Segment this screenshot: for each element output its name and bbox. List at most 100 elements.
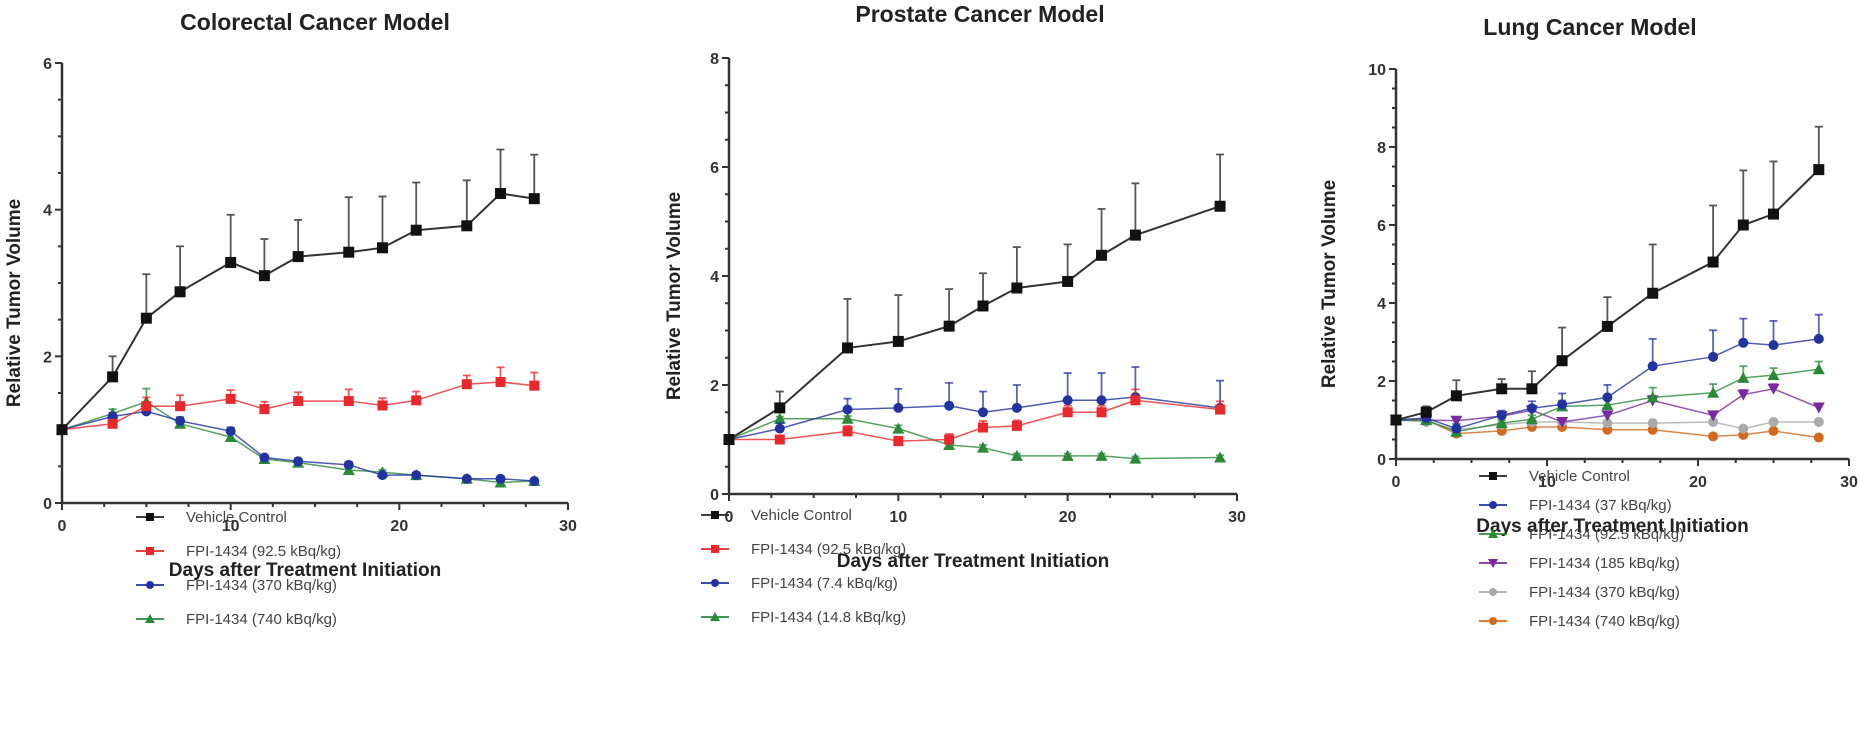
data-point (1450, 390, 1462, 402)
y-tick-label: 4 (1377, 296, 1386, 313)
data-point (1767, 383, 1780, 395)
x-tick-label: 30 (1228, 509, 1246, 526)
data-point (773, 412, 786, 424)
data-point (141, 401, 152, 412)
series-line-segment (1712, 377, 1744, 394)
x-tick-label: 0 (1392, 474, 1401, 491)
series-3 (57, 406, 540, 486)
data-point (1062, 395, 1073, 406)
y-tick-label: 10 (1368, 62, 1386, 79)
series-line-segment (728, 427, 780, 441)
series-line-segment (1501, 418, 1532, 424)
data-point (893, 436, 904, 447)
data-point (1708, 351, 1719, 362)
legend-label: FPI-1434 (92.5 kBq/kg) (751, 541, 906, 558)
series-line-segment (948, 426, 984, 441)
series-line-segment (1607, 396, 1653, 406)
series-line-segment (1101, 396, 1136, 402)
series-line-segment (779, 430, 848, 441)
y-tick-label: 4 (710, 269, 719, 286)
series-line-segment (1773, 388, 1820, 409)
data-point (495, 188, 507, 200)
series-4 (723, 412, 1227, 464)
data-point (376, 242, 388, 254)
data-point (225, 426, 236, 437)
data-point (1495, 417, 1508, 429)
data-point (1708, 431, 1719, 442)
series-line-segment (1561, 396, 1608, 406)
series-line-segment (416, 224, 467, 232)
data-point (107, 371, 119, 383)
data-point (107, 418, 118, 429)
x-tick-label: 20 (390, 518, 408, 535)
series-line-segment (1456, 422, 1502, 433)
data-point (225, 393, 236, 404)
legend-marker (711, 511, 719, 519)
legend-label: FPI-1434 (370 kBq/kg) (186, 577, 337, 594)
series-line-segment (146, 410, 181, 422)
legend-marker (146, 547, 154, 555)
series-3 (1390, 360, 1825, 437)
x-tick-label: 10 (889, 509, 907, 526)
legend-item: FPI-1434 (14.8 kBq/kg) (701, 609, 906, 626)
data-point (56, 424, 68, 436)
data-point (1647, 418, 1658, 429)
y-tick-label: 2 (1377, 374, 1386, 391)
legend-marker (1488, 529, 1498, 538)
series-line-segment (1101, 399, 1136, 413)
data-point (1707, 256, 1719, 268)
data-point (175, 415, 186, 426)
legend-item: Vehicle Control (136, 509, 287, 526)
data-point (529, 476, 540, 486)
series-line-segment (1743, 374, 1774, 379)
data-point (1450, 415, 1463, 427)
data-point (1768, 340, 1779, 351)
data-point (893, 402, 904, 413)
x-tick-label: 10 (1538, 474, 1556, 491)
data-point (1813, 333, 1824, 344)
y-tick-label: 0 (43, 496, 52, 513)
series-1 (56, 148, 540, 436)
legend-item: FPI-1434 (740 kBq/kg) (136, 611, 337, 628)
legend-label: FPI-1434 (740 kBq/kg) (186, 611, 337, 628)
y-axis-title: Relative Tumor Volume (1319, 180, 1340, 388)
legend-item: Vehicle Control (1479, 468, 1630, 485)
chart-panel-2: Prostate Cancer Model 0 2 4 6 8 0 10 20 30 Days af… (664, 1, 1246, 626)
legend: Vehicle Control FPI-1434 (92.5 kBq/kg) FPI… (136, 509, 341, 628)
legend-item: FPI-1434 (37 kBq/kg) (1479, 497, 1672, 514)
legend-label: FPI-1434 (185 kBq/kg) (1529, 555, 1680, 572)
data-point (259, 452, 270, 463)
data-point (1556, 355, 1568, 367)
legend-marker (1488, 559, 1498, 568)
series-1 (1390, 125, 1825, 426)
series-line-segment (1606, 365, 1654, 398)
data-point (842, 342, 854, 354)
legend-item: FPI-1434 (370 kBq/kg) (1479, 584, 1680, 601)
data-point (1557, 399, 1568, 410)
series-line-segment (1773, 368, 1819, 376)
legend-label: Vehicle Control (1529, 468, 1630, 485)
x-tick-label: 0 (58, 518, 67, 535)
data-point (292, 251, 304, 263)
series-line-segment (982, 446, 1018, 457)
data-point (1768, 425, 1779, 436)
legend-item: FPI-1434 (740 kBq/kg) (1479, 613, 1680, 630)
y-tick-label: 0 (710, 487, 719, 504)
chart-panel-3: Lung Cancer Model 0 2 4 6 8 10 0 10 20 30 Days afte… (1319, 14, 1858, 630)
series-line-segment (1531, 405, 1563, 420)
legend-item: FPI-1434 (92.5 kBq/kg) (136, 543, 341, 560)
chart-panel-1: Colorectal Cancer Model 0 2 4 6 0 10 20 30 Days a… (4, 9, 577, 628)
series-line-segment (1135, 205, 1221, 237)
legend-marker (1489, 472, 1497, 480)
data-point (977, 300, 989, 312)
data-point (842, 404, 853, 415)
series-line-segment (948, 404, 984, 413)
series-line-segment (230, 261, 265, 277)
y-tick-label: 4 (43, 203, 52, 220)
series-line-segment (779, 347, 849, 409)
data-point (528, 193, 540, 205)
series-line-segment (298, 251, 349, 258)
data-point (1215, 404, 1226, 415)
series-line-segment (728, 407, 781, 441)
data-point (411, 395, 422, 406)
